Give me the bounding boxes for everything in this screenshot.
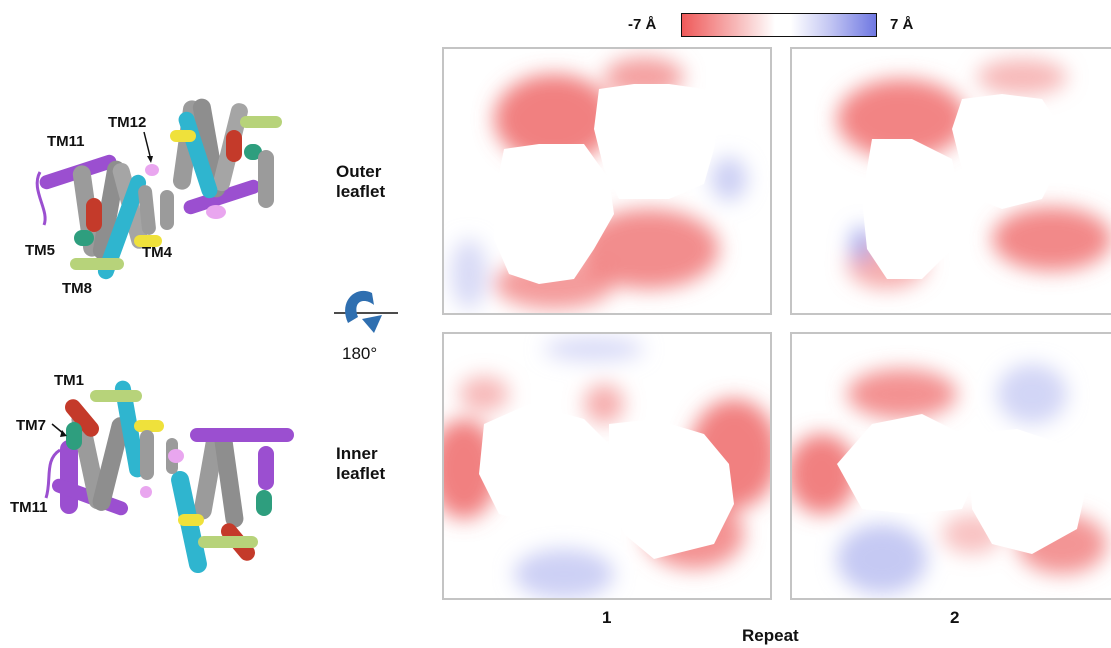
thickness-map-outer-2 xyxy=(837,59,1111,289)
column-label-2: 2 xyxy=(950,608,960,627)
row-label-outer: Outer leaflet xyxy=(336,162,386,201)
tm11-label-top: TM11 xyxy=(47,133,85,150)
structure-bottom-drawing xyxy=(44,380,294,574)
thickness-map-outer-1 xyxy=(451,57,747,309)
tm8-label: TM8 xyxy=(62,280,92,297)
tm1-label: TM1 xyxy=(54,372,84,389)
thickness-map-inner-2 xyxy=(792,364,1107,594)
panel-inner-repeat-1 xyxy=(442,332,772,600)
structure-top-drawing xyxy=(35,98,282,280)
tm12-label: TM12 xyxy=(108,114,147,131)
panel-outer-repeat-2 xyxy=(790,47,1111,315)
rotation-arrow-icon xyxy=(334,290,398,333)
tm5-label: TM5 xyxy=(25,242,55,259)
thickness-map-inner-1 xyxy=(444,337,770,598)
rotation-label: 180° xyxy=(342,344,378,363)
structure-top xyxy=(30,90,300,300)
rotation-indicator xyxy=(334,283,404,353)
structure-bottom xyxy=(30,370,300,590)
panel-outer-repeat-1 xyxy=(442,47,772,315)
colorbar-min-label: -7 Å xyxy=(628,16,657,33)
colorbar xyxy=(681,13,877,37)
colorbar-max-label: 7 Å xyxy=(890,16,914,33)
panel-inner-repeat-2 xyxy=(790,332,1111,600)
tm7-label: TM7 xyxy=(16,417,46,434)
tm4-label: TM4 xyxy=(142,244,172,261)
row-label-inner: Inner leaflet xyxy=(336,444,386,483)
tm11-label-bottom: TM11 xyxy=(10,499,48,516)
x-axis-label: Repeat xyxy=(742,626,799,645)
column-label-1: 1 xyxy=(602,608,612,627)
